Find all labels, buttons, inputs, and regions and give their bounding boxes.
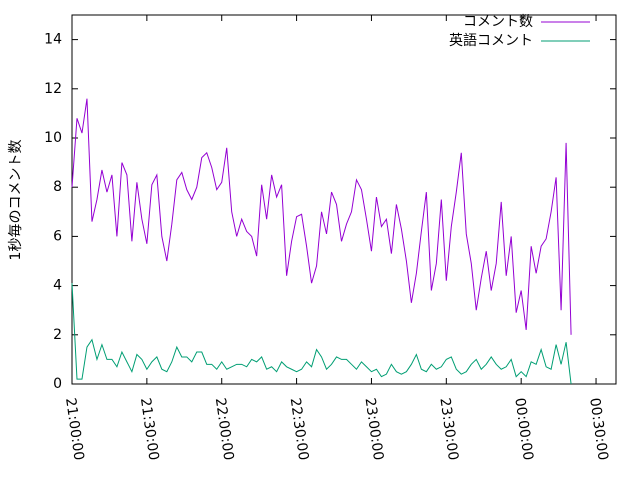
y-tick-label: 8 [53, 179, 62, 195]
y-tick-label: 0 [53, 376, 62, 392]
x-tick-label: 00:00:00 [511, 397, 536, 462]
data-line [71, 98, 572, 335]
y-tick-label: 10 [44, 130, 62, 146]
x-tick-label: 21:30:00 [137, 397, 162, 462]
y-axis-label: 1秒毎のコメント数 [8, 140, 24, 261]
legend-label: 英語コメント [449, 32, 533, 49]
y-tick-label: 14 [44, 32, 62, 48]
x-tick-label: 23:00:00 [362, 397, 387, 462]
data-line [71, 283, 572, 385]
plot-border [71, 14, 617, 385]
y-tick-label: 12 [44, 81, 62, 97]
x-tick-label: 21:00:00 [62, 397, 87, 462]
x-tick-label: 23:30:00 [436, 397, 461, 462]
legend-label: コメント数 [463, 14, 533, 30]
y-tick-label: 4 [53, 278, 62, 294]
x-tick-label: 22:00:00 [212, 397, 237, 462]
y-tick-label: 6 [53, 228, 62, 244]
y-tick-label: 2 [53, 327, 62, 343]
x-tick-label: 22:30:00 [287, 397, 312, 462]
x-tick-label: 00:30:00 [586, 397, 611, 462]
